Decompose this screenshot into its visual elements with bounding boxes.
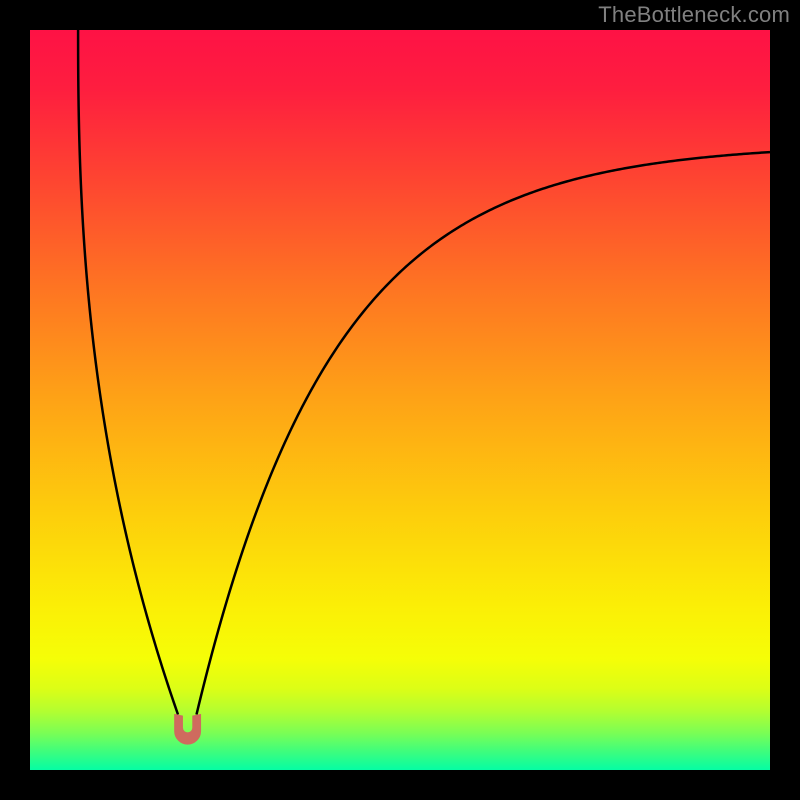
watermark-text: TheBottleneck.com [598,2,790,28]
chart-container: TheBottleneck.com [0,0,800,800]
bottleneck-chart [0,0,800,800]
chart-background-gradient [30,30,770,770]
